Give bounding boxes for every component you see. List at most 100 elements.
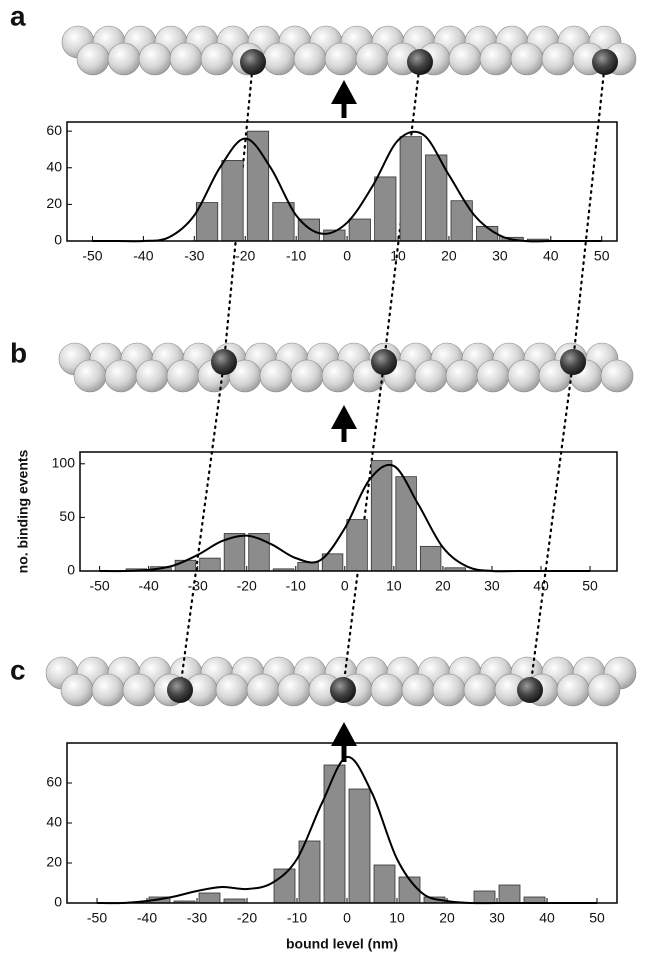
x-tick-label: -20: [237, 578, 257, 594]
x-tick-label: 0: [343, 910, 351, 926]
x-tick-label: 40: [539, 910, 555, 926]
bar: [199, 557, 221, 572]
bound-bead: [407, 49, 433, 75]
x-tick-label: -40: [133, 248, 153, 264]
bar: [348, 218, 371, 242]
subunit: [507, 359, 541, 393]
panel-label: b: [10, 337, 27, 368]
subunit: [463, 673, 497, 707]
x-tick-label: 20: [441, 248, 457, 264]
subunit: [321, 359, 355, 393]
fit-curve: [92, 130, 602, 243]
subunit: [324, 42, 358, 76]
bound-bead: [517, 677, 543, 703]
bound-bead: [167, 677, 193, 703]
bound-bead: [240, 49, 266, 75]
subunit: [246, 673, 280, 707]
x-tick-label: 50: [594, 248, 610, 264]
plot-frame: [66, 121, 618, 242]
x-tick-label: -10: [287, 910, 307, 926]
guide: [528, 360, 575, 692]
x-tick-label: -30: [187, 910, 207, 926]
subunit: [414, 359, 448, 393]
subunit: [60, 673, 94, 707]
bar: [473, 890, 496, 904]
x-tick-label: 10: [390, 248, 406, 264]
subunit: [122, 673, 156, 707]
bar: [221, 160, 244, 242]
bar: [348, 788, 371, 904]
x-tick-label: -10: [286, 248, 306, 264]
arrow-head: [331, 722, 357, 746]
bound-bead: [330, 677, 356, 703]
x-tick-label: 20: [439, 910, 455, 926]
x-tick-label: 10: [386, 578, 402, 594]
y-tick-label: 40: [46, 814, 62, 830]
y-tick-label: 60: [46, 774, 62, 790]
x-tick-label: -50: [82, 248, 102, 264]
subunit: [587, 673, 621, 707]
x-tick-label: 0: [341, 578, 349, 594]
y-tick-label: 40: [46, 158, 62, 174]
fit-curve: [96, 756, 597, 905]
x-tick-label: -30: [188, 578, 208, 594]
subunit: [510, 42, 544, 76]
guide: [178, 360, 226, 692]
subunit: [479, 42, 513, 76]
fit-curve: [99, 463, 591, 573]
subunit: [476, 359, 510, 393]
subunit: [277, 673, 311, 707]
subunit: [138, 42, 172, 76]
subunit: [556, 673, 590, 707]
arrow-head: [331, 80, 357, 104]
bound-bead: [371, 349, 397, 375]
subunit: [73, 359, 107, 393]
x-tick-label: 20: [435, 578, 451, 594]
subunit: [104, 359, 138, 393]
filaments: [45, 25, 637, 707]
bar: [198, 892, 221, 904]
bar: [370, 460, 393, 572]
bar: [297, 562, 319, 572]
x-tick-label: -20: [237, 910, 257, 926]
y-tick-label: 60: [46, 122, 62, 138]
x-tick-label: 50: [582, 578, 598, 594]
subunit: [135, 359, 169, 393]
bar: [323, 764, 346, 904]
bar: [395, 476, 417, 572]
bar: [346, 519, 368, 572]
subunit: [215, 673, 249, 707]
subunit: [445, 359, 479, 393]
subunit: [370, 673, 404, 707]
x-tick-label: 30: [489, 910, 505, 926]
x-tick-label: -30: [184, 248, 204, 264]
subunit: [448, 42, 482, 76]
x-tick-label: 0: [343, 248, 351, 264]
bar: [419, 545, 442, 572]
subunit: [166, 359, 200, 393]
subunit: [259, 359, 293, 393]
x-tick-label: -50: [89, 578, 109, 594]
subunit: [541, 42, 575, 76]
subunit: [600, 359, 634, 393]
subunit: [169, 42, 203, 76]
subunit: [91, 673, 125, 707]
x-tick-label: -40: [137, 910, 157, 926]
x-tick-label: 30: [484, 578, 500, 594]
y-tick-label: 50: [59, 508, 75, 524]
bound-bead: [211, 349, 237, 375]
subunit: [401, 673, 435, 707]
y-axis-label: no. binding events: [15, 449, 31, 573]
y-tick-label: 20: [46, 854, 62, 870]
subunit: [200, 42, 234, 76]
guide: [571, 60, 607, 364]
y-tick-label: 0: [67, 562, 75, 578]
subunit: [76, 42, 110, 76]
subunit: [107, 42, 141, 76]
y-tick-label: 100: [52, 454, 76, 470]
subunit: [262, 42, 296, 76]
x-tick-label: 50: [589, 910, 605, 926]
y-tick-label: 20: [46, 195, 62, 211]
